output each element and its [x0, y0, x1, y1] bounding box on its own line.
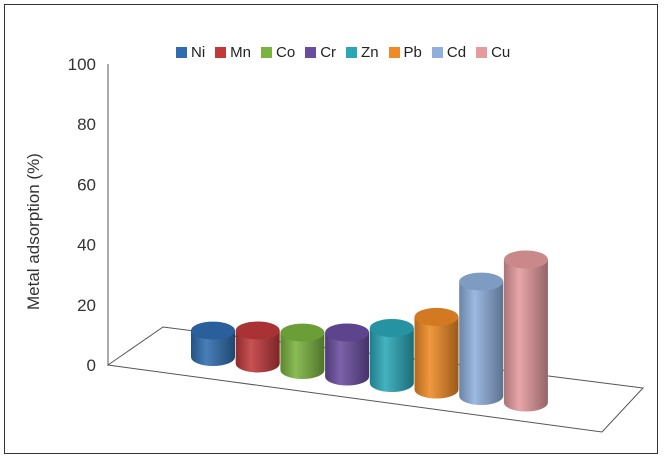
legend-label: Mn — [230, 43, 252, 61]
bar-layer — [191, 250, 548, 412]
legend-item-pb: Pb — [388, 43, 422, 61]
legend-item-cu: Cu — [476, 44, 510, 61]
legend-swatch — [305, 46, 317, 58]
legend-item-co: Co — [261, 44, 295, 61]
legend-label: Cd — [446, 43, 467, 61]
y-tick-label: 0 — [87, 356, 96, 375]
legend-item-cr: Cr — [305, 44, 336, 61]
axis-layer: 0 20 40 60 80 100 — [68, 55, 109, 375]
legend-label: Pb — [403, 43, 422, 61]
legend: Ni Mn Co Cr Zn Pb Cd Cu — [176, 40, 510, 64]
legend-swatch — [476, 46, 488, 58]
legend-swatch — [176, 46, 187, 58]
bar-co — [280, 323, 325, 379]
bar-ni — [191, 321, 235, 366]
bar-cd — [459, 272, 504, 405]
legend-label: Cu — [491, 43, 511, 61]
bar-cu — [503, 250, 548, 412]
legend-swatch — [346, 46, 358, 58]
bar-mn — [235, 321, 280, 373]
bar-cr — [325, 323, 370, 386]
legend-item-cd: Cd — [431, 43, 467, 61]
legend-swatch — [261, 46, 273, 58]
legend-item-zn: Zn — [346, 44, 379, 61]
bar-zn — [369, 319, 414, 392]
chart-frame — [4, 4, 658, 454]
y-tick-label: 100 — [68, 55, 96, 74]
legend-swatch — [388, 46, 400, 58]
legend-item-mn: Mn — [215, 44, 251, 61]
bar-pb — [414, 307, 459, 399]
legend-label: Co — [276, 43, 296, 61]
y-tick-label: 20 — [77, 296, 96, 315]
legend-label: Cr — [320, 43, 337, 61]
y-tick-label: 60 — [77, 175, 96, 194]
legend-label: Zn — [361, 43, 379, 61]
legend-item-ni: Ni — [176, 44, 205, 61]
y-tick-label: 80 — [77, 115, 96, 134]
legend-swatch — [431, 46, 443, 58]
legend-label: Ni — [191, 43, 206, 61]
y-tick-label: 40 — [77, 236, 96, 255]
legend-swatch — [215, 46, 227, 58]
